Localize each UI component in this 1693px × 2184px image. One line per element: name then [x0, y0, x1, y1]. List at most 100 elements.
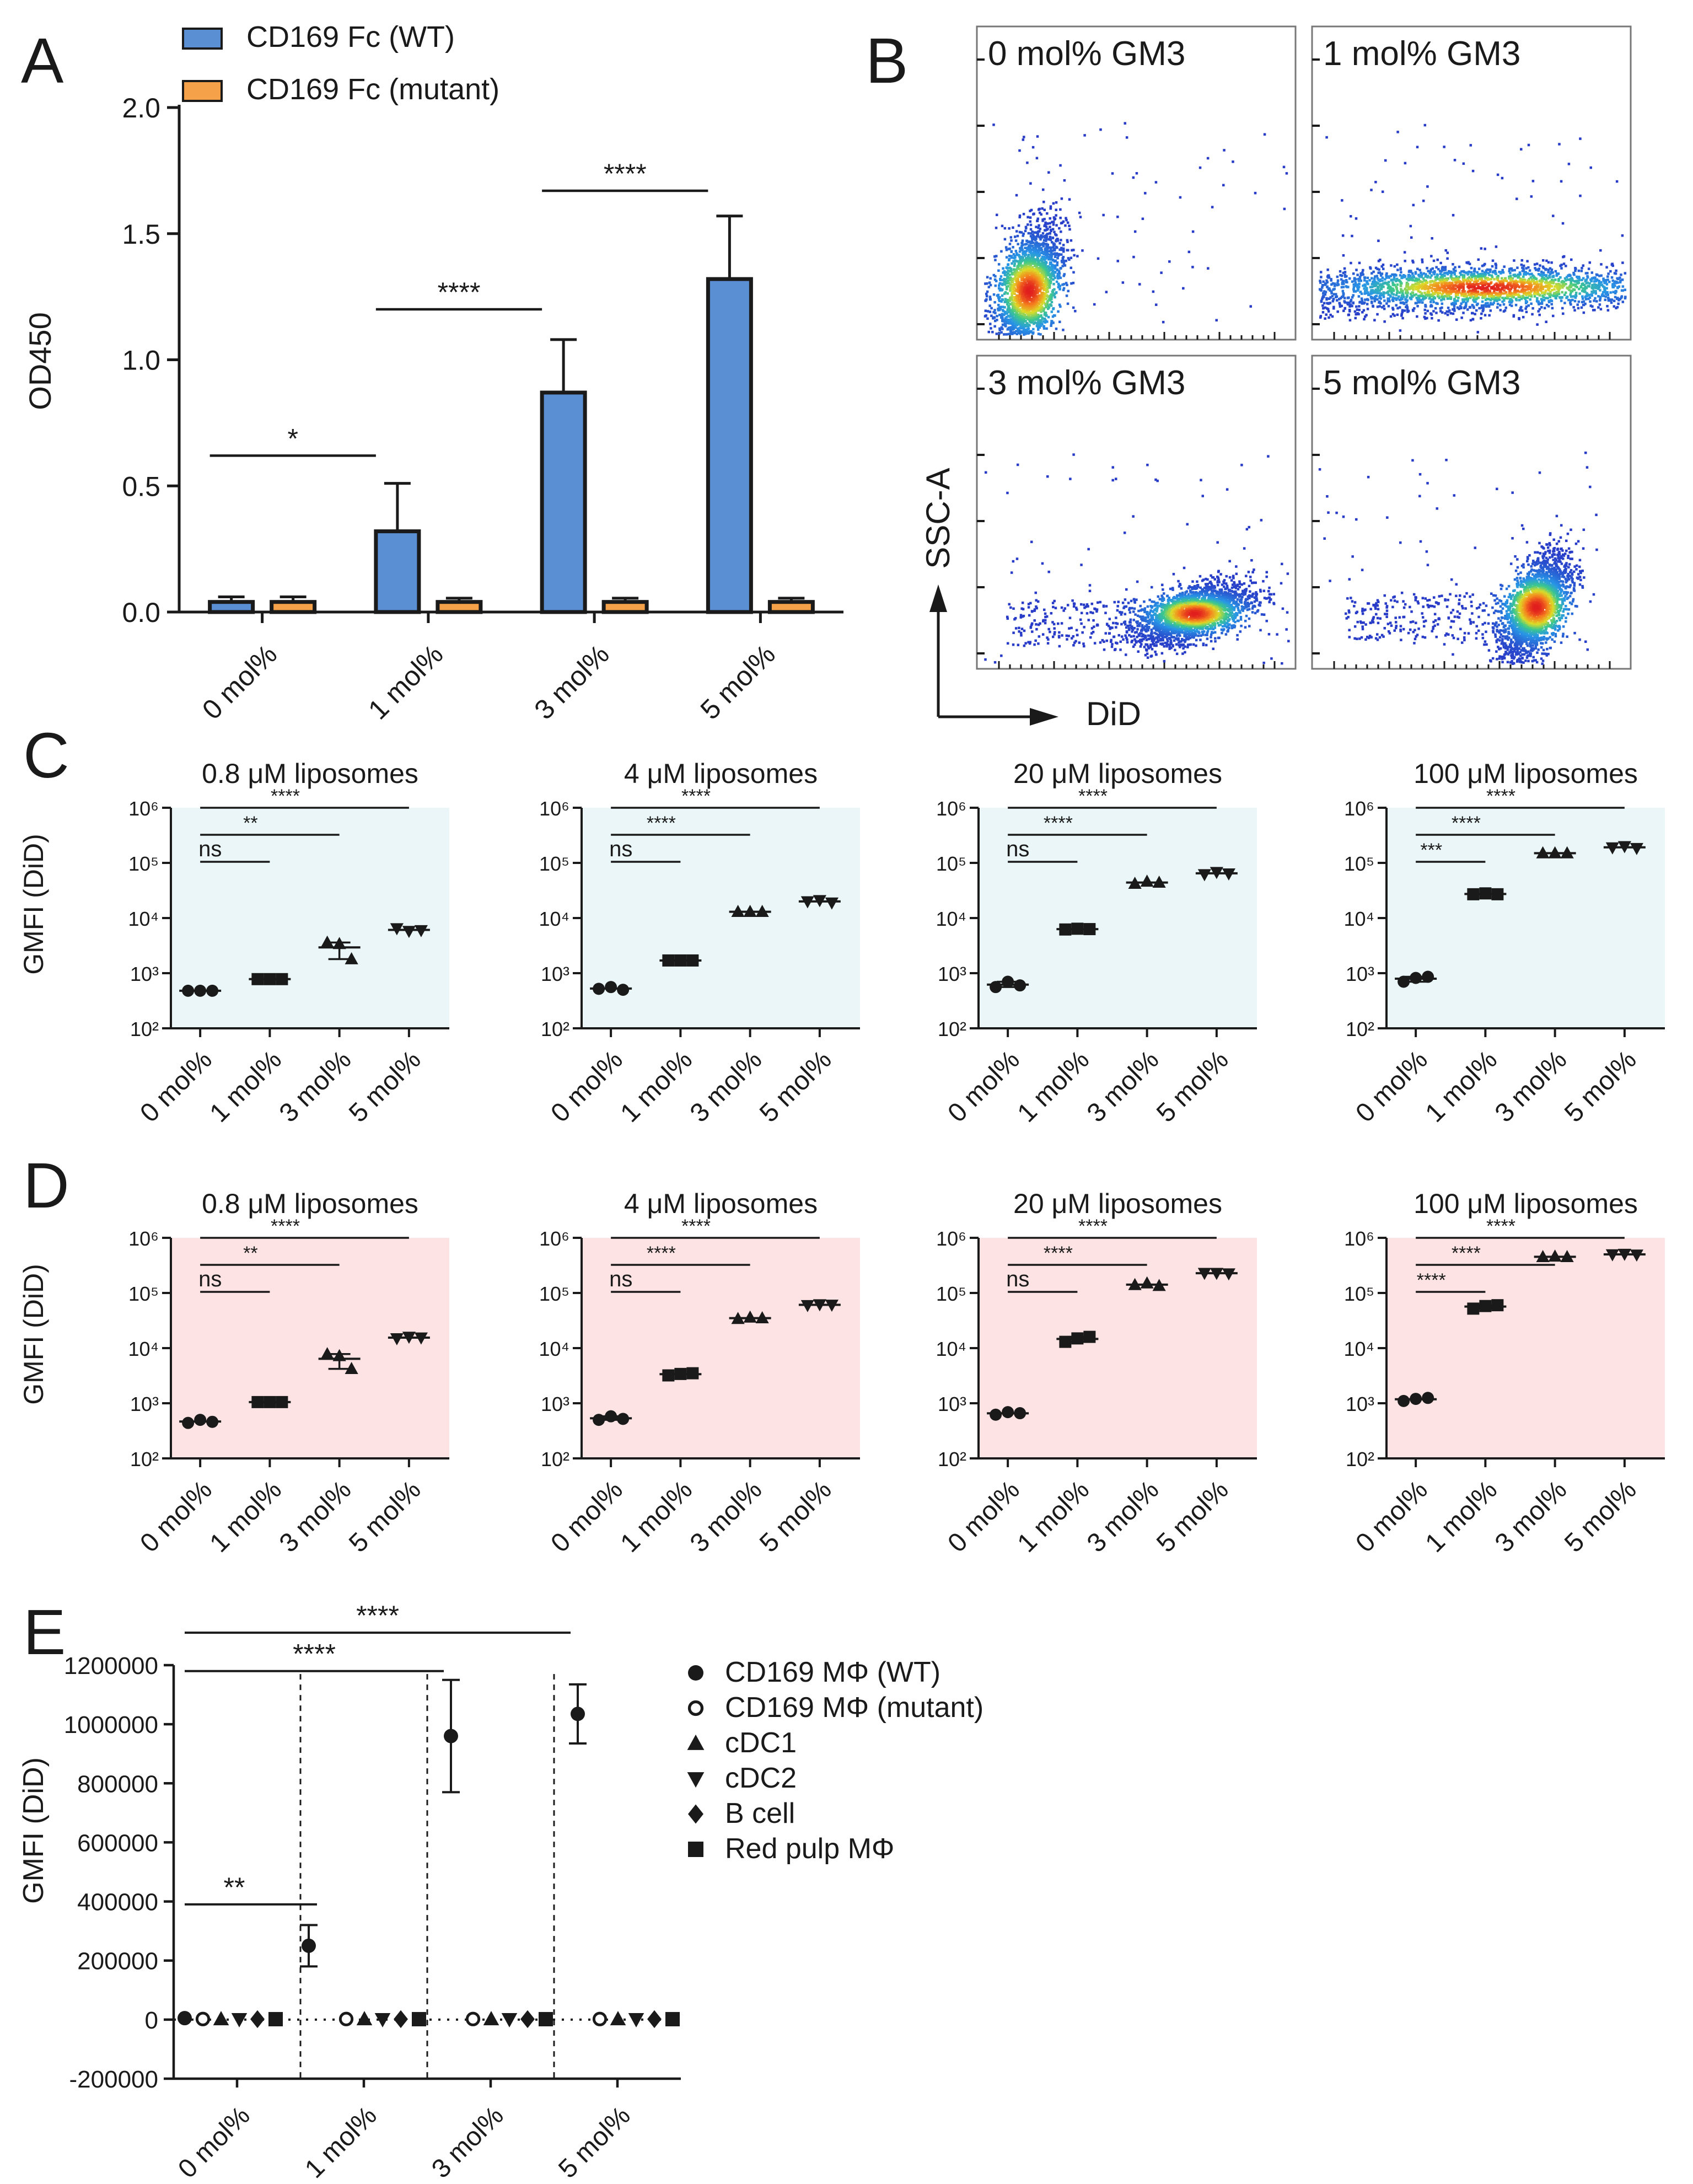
event-dot	[1458, 281, 1460, 283]
event-dot	[1441, 289, 1444, 292]
event-dot	[1411, 278, 1415, 282]
event-dot	[1524, 273, 1528, 276]
event-dot	[1553, 292, 1556, 294]
event-dot	[1389, 275, 1393, 277]
event-dot	[1021, 289, 1024, 292]
event-dot	[1439, 261, 1442, 265]
event-dot	[1442, 269, 1445, 272]
event-dot	[999, 275, 1003, 278]
event-dot	[1441, 275, 1443, 277]
event-dot	[1235, 572, 1238, 576]
event-dot	[1383, 307, 1386, 310]
event-dot	[1549, 290, 1552, 293]
event-dot	[1023, 333, 1025, 336]
event-dot	[1481, 264, 1484, 267]
event-dot	[1377, 271, 1380, 275]
event-dot	[1452, 302, 1455, 305]
event-dot	[1004, 310, 1007, 314]
event-dot	[1009, 326, 1012, 329]
event-dot	[1461, 283, 1464, 286]
event-dot	[1489, 302, 1492, 305]
event-dot	[1006, 267, 1009, 270]
event-dot	[1038, 635, 1041, 638]
event-dot	[1025, 295, 1028, 298]
event-dot	[1015, 321, 1018, 324]
event-dot	[1283, 207, 1286, 211]
event-dot	[1010, 256, 1013, 259]
event-dot	[1044, 282, 1047, 285]
event-dot	[1496, 277, 1498, 280]
event-dot	[1407, 309, 1410, 313]
event-dot	[1583, 283, 1586, 287]
event-dot	[1005, 256, 1008, 259]
event-dot	[1439, 310, 1442, 313]
event-dot	[1391, 298, 1394, 301]
event-dot	[1617, 299, 1620, 302]
event-dot	[1001, 294, 1004, 297]
event-dot	[1460, 316, 1463, 319]
event-dot	[1003, 227, 1007, 230]
event-dot	[1449, 312, 1452, 315]
event-dot	[1111, 172, 1114, 175]
event-dot	[1050, 310, 1054, 313]
event-dot	[1060, 222, 1063, 225]
event-dot	[1470, 283, 1472, 286]
event-dot	[1030, 279, 1034, 282]
event-dot	[1476, 290, 1480, 293]
event-dot	[1430, 293, 1433, 296]
event-dot	[1028, 278, 1031, 281]
event-dot	[1406, 283, 1410, 286]
event-dot	[1570, 258, 1573, 261]
event-dot	[1429, 268, 1433, 271]
event-dot	[1040, 257, 1043, 260]
event-dot	[1545, 303, 1549, 307]
event-dot	[1580, 306, 1583, 309]
event-dot	[1437, 293, 1439, 296]
event-dot	[1454, 293, 1458, 296]
event-dot	[1042, 288, 1045, 291]
event-dot	[1487, 285, 1490, 288]
event-dot	[1043, 258, 1046, 261]
event-dot	[1452, 285, 1455, 288]
event-dot	[1020, 627, 1024, 630]
event-dot	[1562, 262, 1566, 265]
event-dot	[1133, 638, 1136, 641]
event-dot	[1152, 290, 1155, 293]
event-dot	[1002, 271, 1004, 274]
event-dot	[1463, 283, 1465, 286]
event-dot	[1323, 290, 1326, 293]
event-dot	[1562, 281, 1566, 283]
event-dot	[1005, 315, 1008, 319]
event-dot	[1132, 255, 1135, 259]
event-dot	[1340, 278, 1343, 281]
event-dot	[1047, 171, 1050, 174]
event-dot	[1114, 648, 1117, 651]
event-dot	[1463, 271, 1466, 274]
event-dot	[1358, 308, 1361, 312]
event-dot	[1434, 288, 1437, 291]
event-dot	[1416, 282, 1419, 285]
event-dot	[1446, 313, 1449, 316]
event-dot	[1491, 271, 1495, 273]
event-dot	[996, 315, 998, 318]
event-dot	[1496, 296, 1499, 299]
event-dot	[1325, 279, 1328, 282]
event-dot	[1480, 304, 1484, 307]
event-dot	[1477, 283, 1480, 286]
event-dot	[1419, 294, 1422, 297]
event-dot	[1041, 633, 1045, 636]
event-dot	[1608, 280, 1611, 283]
event-dot	[1385, 272, 1388, 275]
event-dot	[1378, 292, 1380, 294]
event-dot	[1015, 260, 1019, 263]
event-dot	[1375, 275, 1378, 277]
event-dot	[1410, 277, 1413, 280]
event-dot	[1404, 162, 1407, 165]
event-dot	[1563, 283, 1566, 286]
event-dot	[1550, 285, 1554, 288]
event-dot	[1362, 269, 1364, 272]
event-dot	[1329, 302, 1332, 304]
event-dot	[1045, 297, 1047, 300]
event-dot	[1012, 321, 1014, 325]
event-dot	[1022, 276, 1025, 279]
